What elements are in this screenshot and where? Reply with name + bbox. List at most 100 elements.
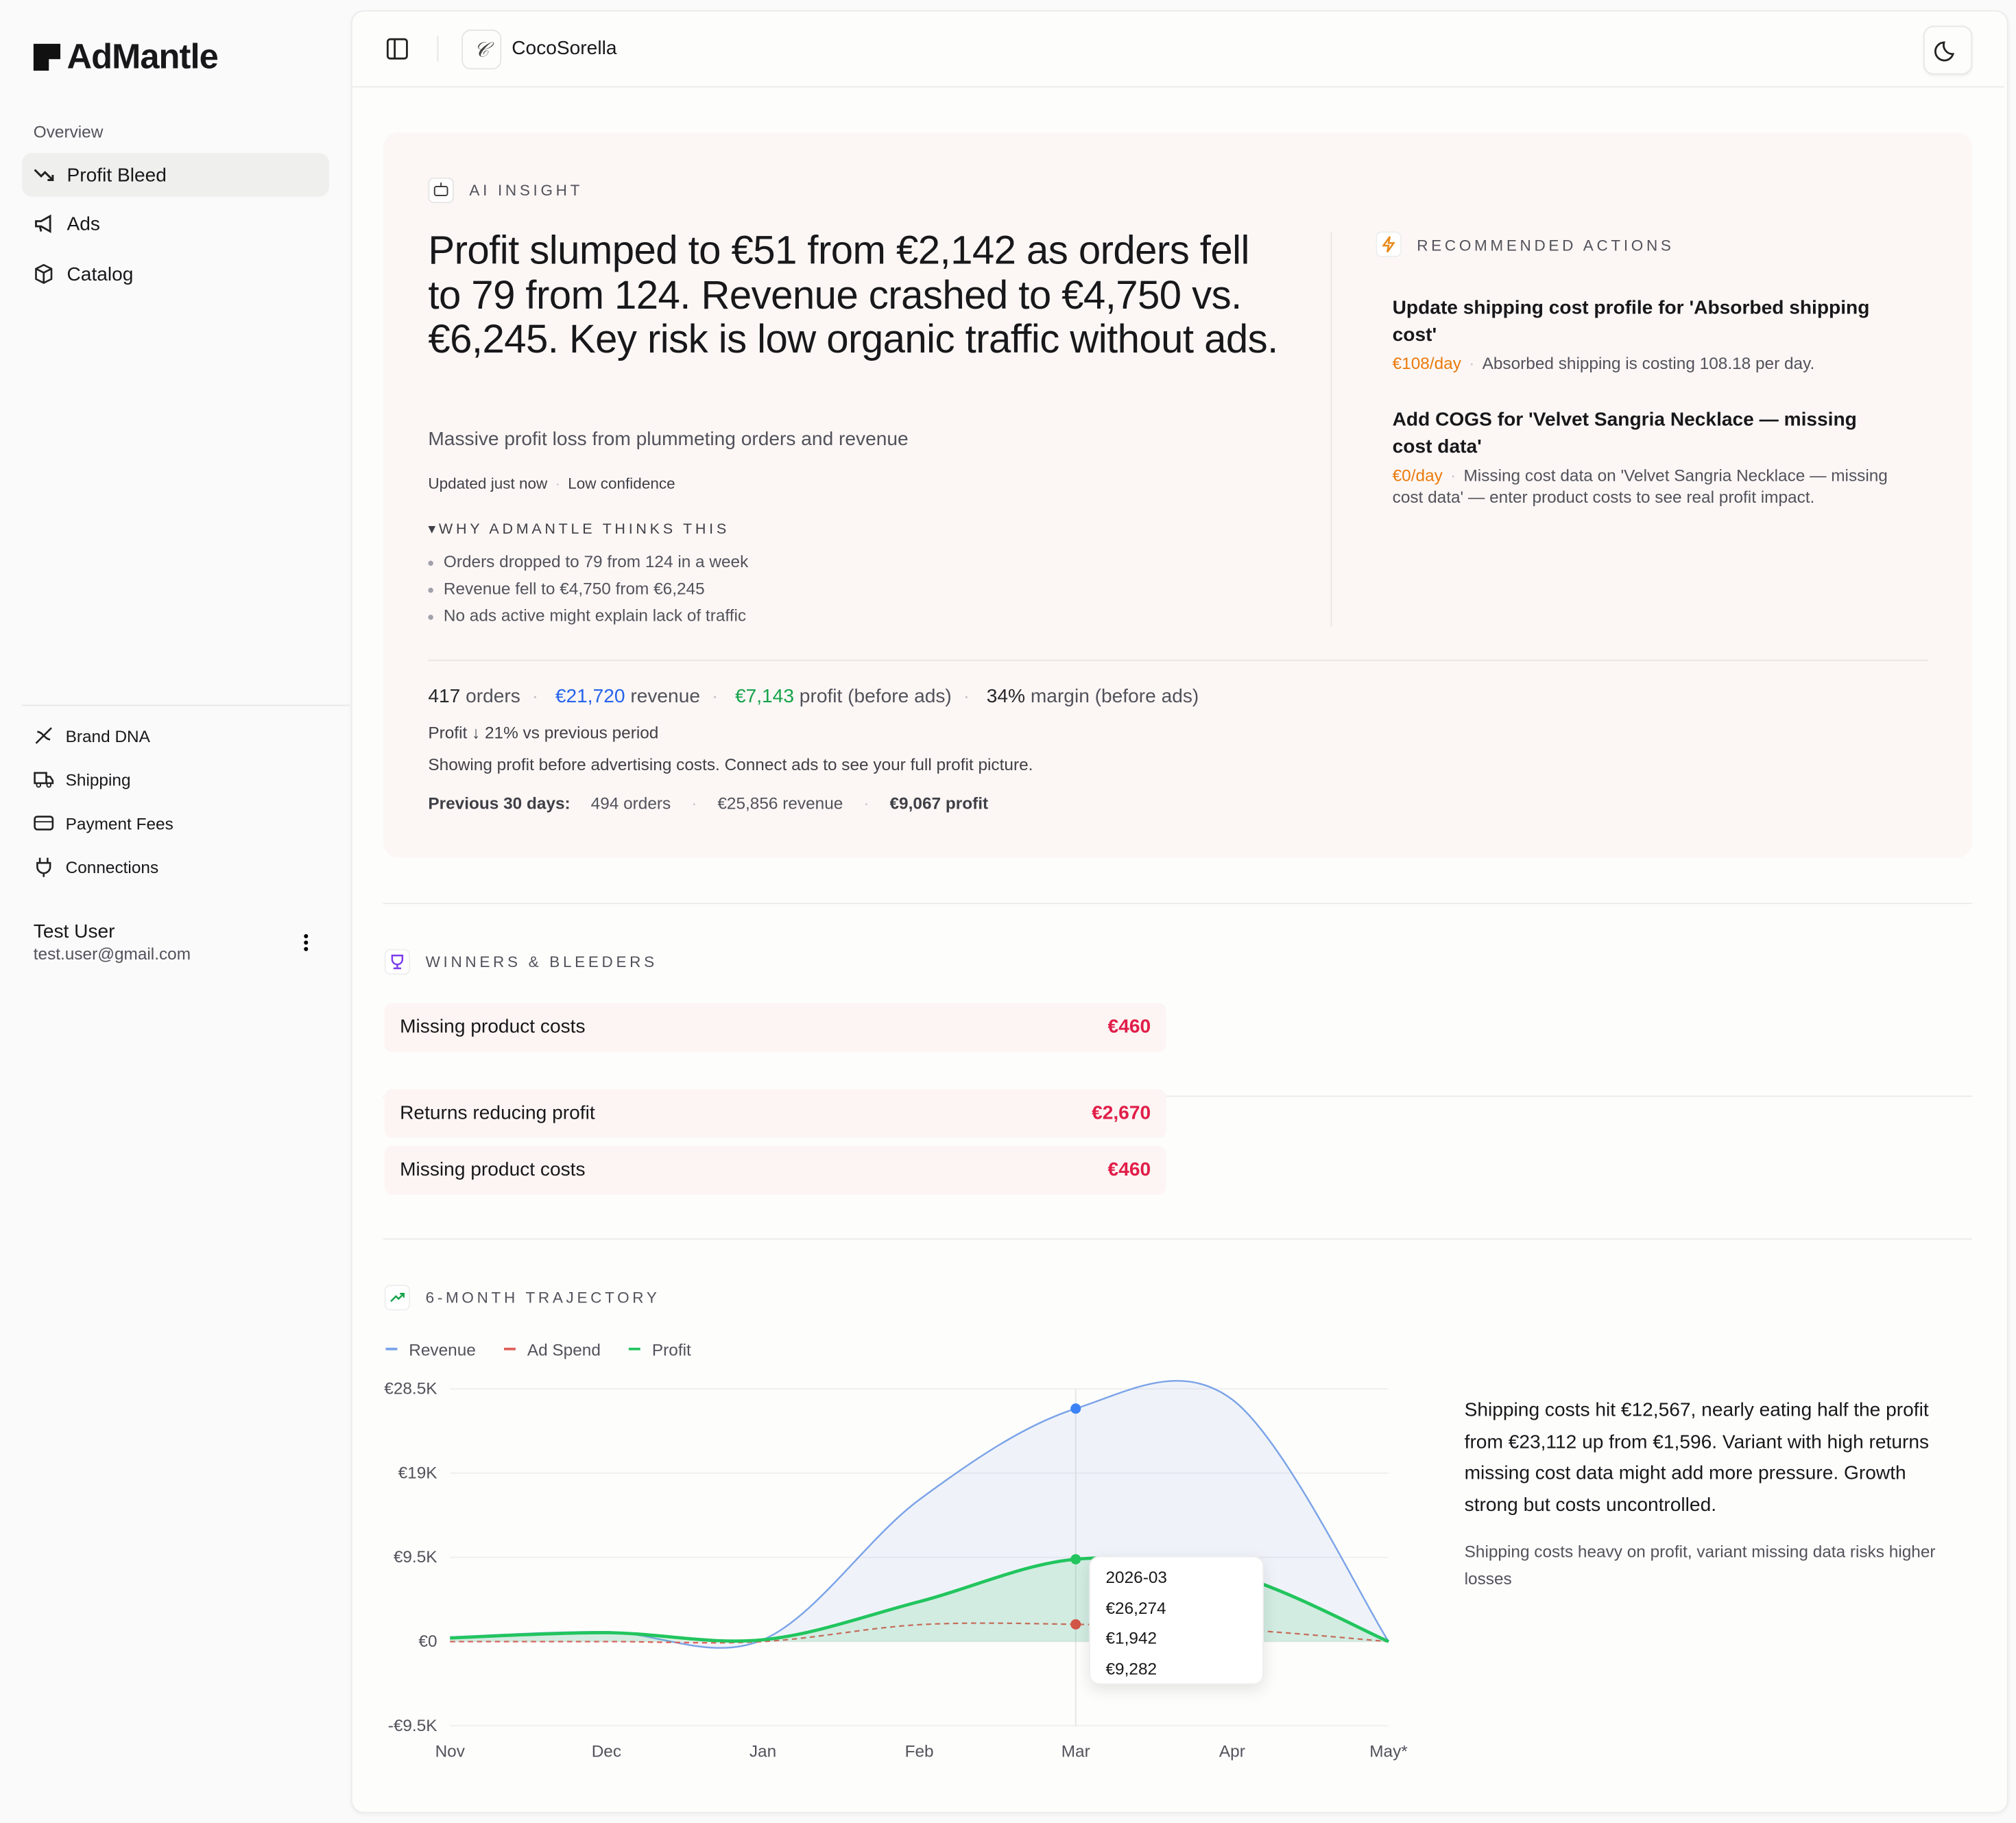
section-label: Overview [33,122,104,142]
winners-title: WINNERS & BLEEDERS [425,953,658,971]
action-text: Missing cost data on 'Velvet Sangria Nec… [1392,465,1888,507]
settings-item[interactable]: Shipping [34,769,131,789]
x-tick-label: Jan [749,1742,776,1761]
stats-note: Showing profit before advertising costs.… [428,754,1033,774]
chart-note: Shipping costs hit €12,567, nearly eatin… [1464,1399,1930,1516]
x-tick-label: Nov [435,1742,466,1761]
action-amount: €108/day [1392,353,1461,373]
x-tick-label: Apr [1219,1742,1245,1761]
legend-item[interactable]: Ad Spend [504,1340,601,1359]
trophy-icon [384,949,411,975]
winner-row[interactable]: Missing product costs €460 [384,1145,1166,1195]
previous-label: Previous 30 days: [428,793,571,813]
x-tick-label: May* [1369,1742,1408,1761]
row-value: €2,670 [1092,1101,1151,1124]
stat-label: orders [466,685,520,708]
row-label: Returns reducing profit [400,1101,595,1124]
action-text: Absorbed shipping is costing 108.18 per … [1482,353,1815,373]
settings-label[interactable]: Brand DNA [65,726,150,746]
tooltip-value: €9,282 [1105,1658,1157,1678]
settings-label[interactable]: Payment Fees [65,813,173,833]
chart-note-sub: Shipping costs heavy on profit, variant … [1464,1542,1936,1588]
user-menu[interactable] [301,932,311,953]
action-title[interactable]: Update shipping cost profile for 'Absorb… [1392,297,1870,346]
row-label: Missing product costs [400,1158,586,1181]
divider [383,903,1973,905]
nav-item[interactable]: Catalog [22,252,329,296]
settings-item[interactable]: Payment Fees [34,813,173,833]
legend-label[interactable]: Ad Spend [527,1339,601,1359]
winner-row[interactable]: Missing product costs €460 [384,1003,1166,1052]
trend-icon [384,1285,411,1311]
chart-title: 6-MONTH TRAJECTORY [425,1288,660,1307]
meta: Updated just now · Low confidence [428,474,675,493]
column-divider [1330,231,1332,627]
legend: Revenue Ad Spend Profit [385,1339,720,1359]
reason: Orders dropped to 79 from 124 in a week [443,551,749,571]
stat-value: €21,720 [555,685,625,708]
previous-item: €9,067 profit [889,793,989,813]
theme-toggle[interactable] [1923,25,1973,75]
previous-item: 494 orders [590,793,671,813]
settings-item[interactable]: Connections [34,857,158,877]
legend-item[interactable]: Profit [629,1340,691,1359]
meta-item: Low confidence [568,474,675,493]
tooltip-title: 2026-03 [1105,1567,1167,1587]
brand: AdMantle [33,37,219,77]
divider [383,1095,1973,1097]
actions-title: RECOMMENDED ACTIONS [1417,237,1675,255]
divider [21,704,350,706]
user-name: Test User [33,920,115,943]
reason: Revenue fell to €4,750 from €6,245 [443,578,705,598]
settings-label[interactable]: Connections [65,857,159,877]
why-title[interactable]: WHY ADMANTLE THINKS THIS [438,522,730,538]
action-title[interactable]: Add COGS for 'Velvet Sangria Necklace — … [1392,409,1857,458]
y-tick-label: €0 [418,1632,437,1651]
store-name[interactable]: CocoSorella [512,37,617,60]
legend-item[interactable]: Revenue [385,1339,476,1359]
logo [33,43,61,71]
profit-change: Profit ↓ 21% vs previous period [428,722,659,742]
winner-row[interactable]: Returns reducing profit €2,670 [384,1089,1166,1139]
stat-value: €7,143 [734,685,794,708]
nav-label[interactable]: Catalog [67,263,134,285]
divider [383,1238,1973,1240]
legend-label[interactable]: Revenue [409,1339,476,1359]
stat-label: revenue [630,685,700,708]
store-logo: 𝒞 [461,29,502,70]
nav-item[interactable]: Ads [22,202,329,246]
nav-label[interactable]: Ads [67,213,100,235]
stat-label: margin (before ads) [1030,685,1199,708]
stat-label: profit (before ads) [799,685,952,708]
tooltip-value: €1,942 [1105,1628,1157,1647]
sidebar-toggle[interactable] [386,37,409,60]
reason: No ads active might explain lack of traf… [443,606,747,625]
summary: Massive profit loss from plummeting orde… [428,428,909,451]
previous-item: €25,856 revenue [717,793,843,813]
previous: Previous 30 days: 494 orders · €25,856 reve… [428,793,989,813]
settings-label[interactable]: Shipping [65,770,131,789]
row-value: €460 [1107,1158,1151,1181]
action-detail: €0/day · Missing cost data on 'Velvet Sang… [1392,465,1888,507]
nav-label[interactable]: Profit Bleed [67,164,167,186]
x-tick-label: Feb [905,1742,934,1761]
actions-icon [1376,231,1402,257]
meta-item: Updated just now [428,474,548,493]
point [1070,1403,1081,1414]
why-toggle[interactable]: ▾WHY ADMANTLE THINKS THIS [428,522,730,538]
row-value: €460 [1107,1016,1151,1038]
x-tick-label: Mar [1061,1742,1090,1761]
point [1070,1553,1081,1564]
user-email: test.user@gmail.com [33,944,191,964]
brand-name: AdMantle [67,37,219,76]
divider [428,659,1929,661]
x-tick-label: Dec [592,1742,621,1761]
insight-label: AI INSIGHT [469,181,584,200]
point [1070,1619,1081,1630]
insight-panel [383,132,1973,858]
settings-item[interactable]: Brand DNA [34,726,150,746]
header-sep [437,36,439,62]
legend-label[interactable]: Profit [651,1339,691,1359]
nav-item[interactable]: Profit Bleed [21,153,329,197]
